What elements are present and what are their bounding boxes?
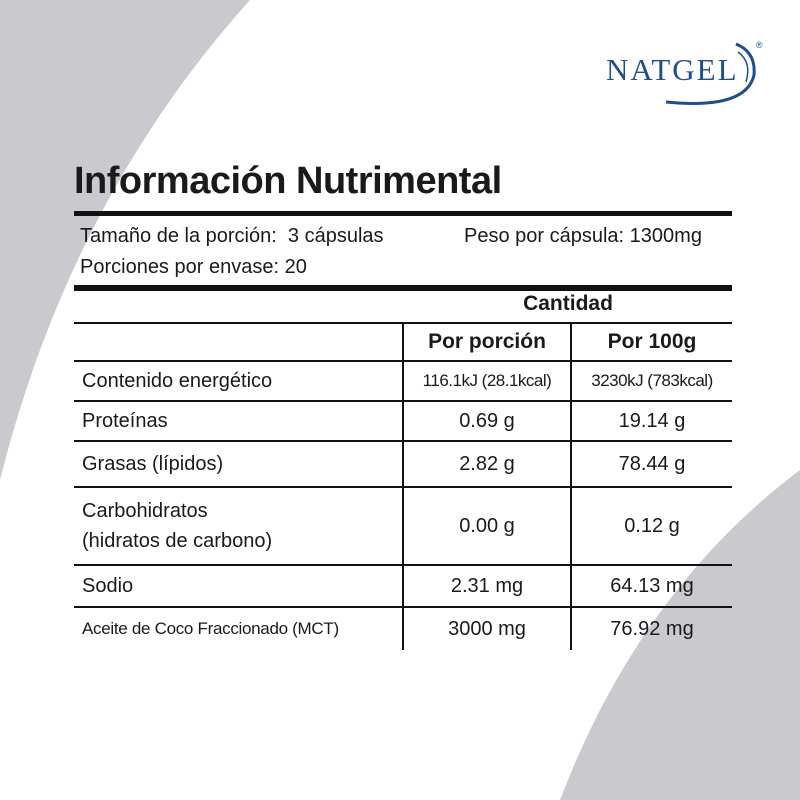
- serving-size-label: Tamaño de la porción:: [80, 225, 277, 247]
- nutrient-name: Contenido energético: [74, 360, 403, 401]
- serving-size-value: 3 cápsulas: [287, 225, 384, 247]
- per-serving-value: 0.69 g: [402, 400, 571, 441]
- servings-value: 20: [284, 256, 307, 278]
- table-header-row: Por porción Por 100g: [74, 322, 732, 361]
- per-100g-value: 78.44 g: [570, 440, 732, 487]
- column-header: Por 100g: [570, 322, 732, 361]
- capsule-weight-value: 1300mg: [629, 225, 702, 247]
- per-100g-value: 0.12 g: [570, 486, 732, 565]
- per-serving-value: 2.82 g: [402, 440, 571, 487]
- logo-swoosh-icon: [665, 42, 756, 105]
- page-title: Información Nutrimental: [74, 160, 502, 202]
- nutrient-name: Carbohidratos (hidratos de carbono): [74, 486, 403, 565]
- table-row: Carbohidratos (hidratos de carbono) 0.00 g…: [74, 486, 732, 565]
- per-serving-value: 3000 mg: [402, 606, 571, 650]
- group-header: Cantidad: [523, 292, 613, 315]
- natgel-logo: NATGEL ®: [606, 40, 766, 110]
- per-100g-value: 19.14 g: [570, 400, 732, 441]
- nutrient-name: Sodio: [74, 564, 403, 607]
- divider: [74, 211, 732, 216]
- table-row: Contenido energético 116.1kJ (28.1kcal) 32…: [74, 360, 732, 401]
- table-row: Aceite de Coco Fraccionado (MCT) 3000 mg 7…: [74, 606, 732, 650]
- nutrient-name: Proteínas: [74, 400, 403, 441]
- per-100g-value: 3230kJ (783kcal): [570, 360, 732, 401]
- per-serving-value: 2.31 mg: [402, 564, 571, 607]
- nutrient-name-line1: Carbohidratos: [82, 500, 208, 522]
- servings-per-container: Porciones por envase: 20: [80, 256, 307, 279]
- background-shape-top-left: [0, 0, 250, 480]
- table-row: Proteínas 0.69 g 19.14 g: [74, 400, 732, 441]
- column-header: Por porción: [402, 322, 571, 361]
- nutrition-table: Por porción Por 100g Contenido energétic…: [74, 322, 732, 650]
- per-serving-value: 116.1kJ (28.1kcal): [402, 360, 571, 401]
- nutrient-name-line2: (hidratos de carbono): [82, 530, 273, 552]
- servings-label: Porciones por envase:: [80, 256, 280, 278]
- capsule-weight-label: Peso por cápsula:: [464, 225, 625, 247]
- nutrient-name: Aceite de Coco Fraccionado (MCT): [74, 606, 403, 650]
- table-row: Sodio 2.31 mg 64.13 mg: [74, 564, 732, 607]
- table-row: Grasas (lípidos) 2.82 g 78.44 g: [74, 440, 732, 487]
- per-100g-value: 76.92 mg: [570, 606, 732, 650]
- per-serving-value: 0.00 g: [402, 486, 571, 565]
- nutrient-name: Grasas (lípidos): [74, 440, 403, 487]
- per-100g-value: 64.13 mg: [570, 564, 732, 607]
- capsule-weight: Peso por cápsula: 1300mg: [464, 225, 702, 248]
- divider: [74, 285, 732, 291]
- serving-size: Tamaño de la porción: 3 cápsulas: [80, 225, 384, 248]
